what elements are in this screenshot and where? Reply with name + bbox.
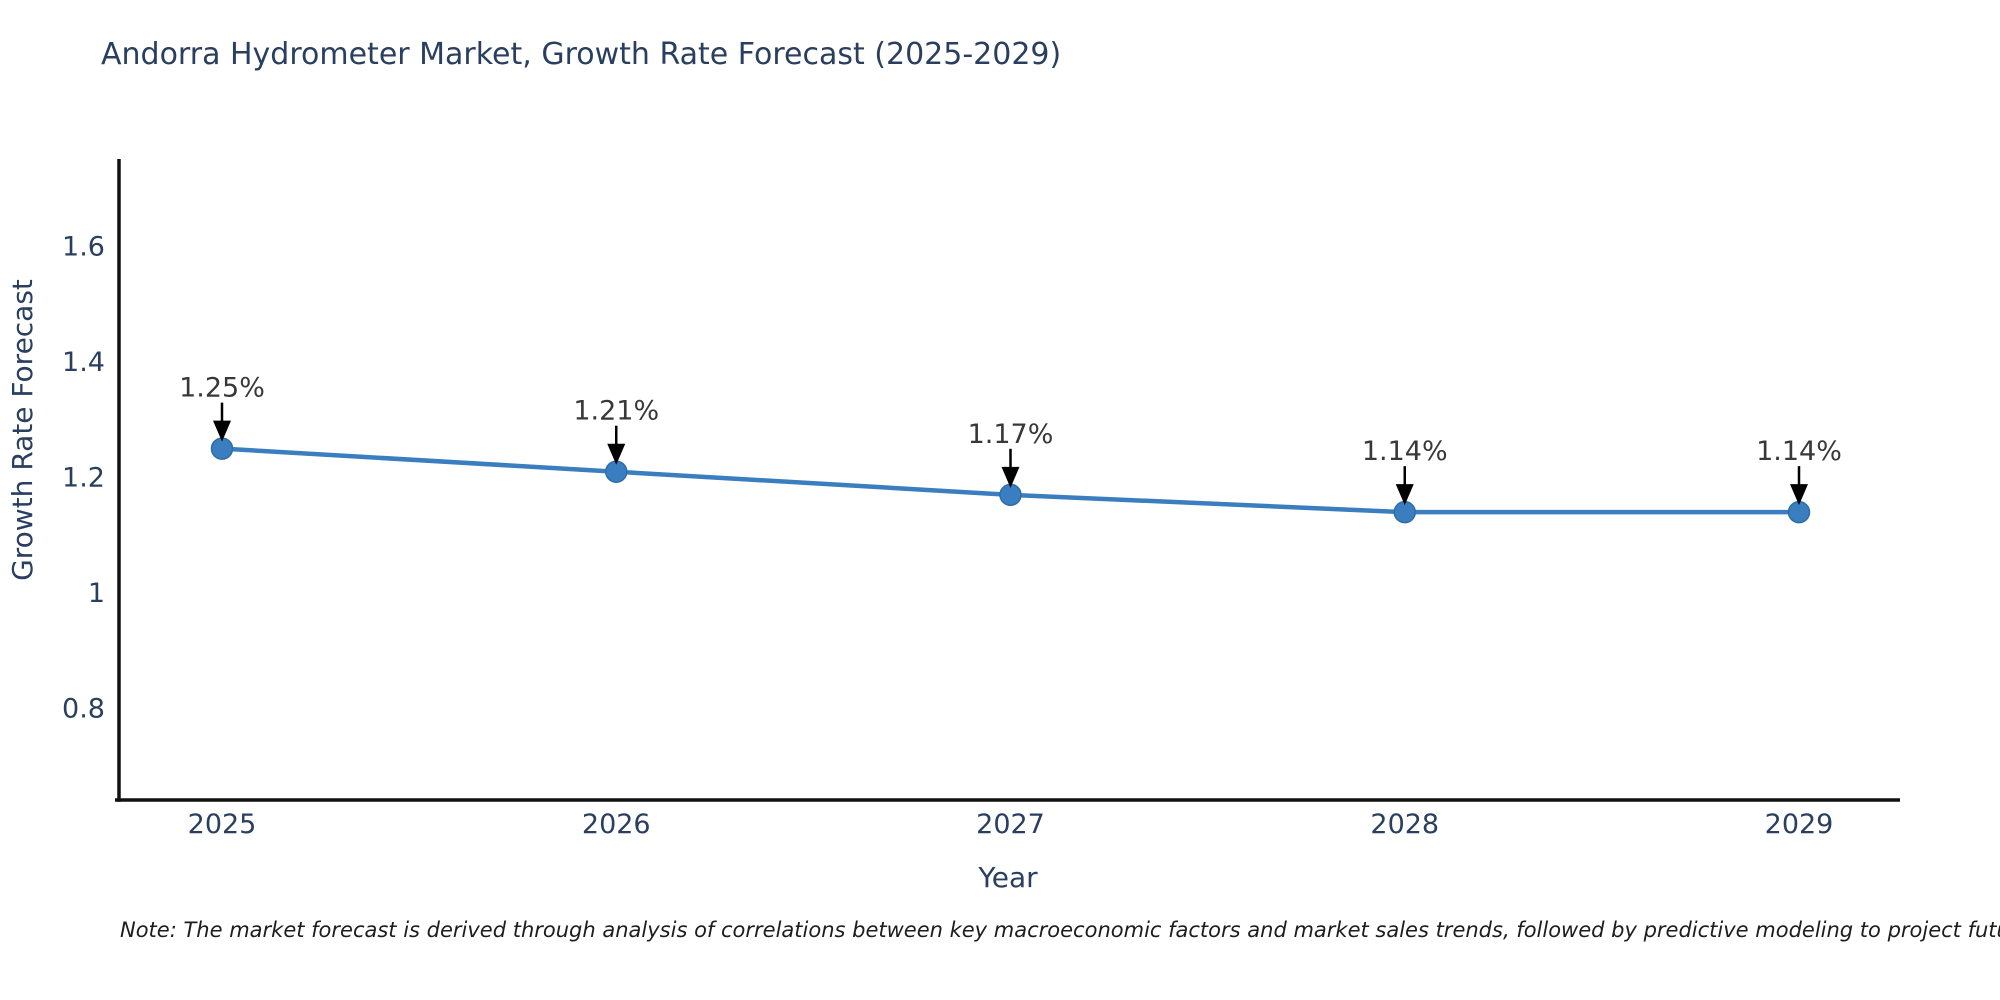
data-point-label: 1.25% bbox=[179, 373, 265, 404]
y-tick-label: 1.6 bbox=[62, 232, 105, 263]
x-axis-title: Year bbox=[977, 861, 1038, 894]
data-point-label: 1.17% bbox=[968, 419, 1054, 450]
footnote: Note: The market forecast is derived thr… bbox=[120, 918, 2000, 942]
data-point-label: 1.14% bbox=[1362, 436, 1448, 467]
y-tick-label: 1 bbox=[88, 578, 105, 609]
annotation-arrowhead bbox=[213, 420, 231, 442]
x-tick-label: 2026 bbox=[582, 809, 651, 840]
annotation-arrowhead bbox=[607, 443, 626, 465]
y-tick-label: 0.8 bbox=[62, 694, 105, 725]
x-tick-label: 2027 bbox=[976, 809, 1045, 840]
y-tick-label: 1.4 bbox=[62, 347, 105, 378]
data-point-label: 1.21% bbox=[573, 396, 659, 427]
data-point-label: 1.14% bbox=[1756, 436, 1842, 467]
annotation-arrowhead bbox=[1001, 466, 1020, 488]
x-tick-label: 2025 bbox=[188, 809, 257, 840]
chart-title: Andorra Hydrometer Market, Growth Rate F… bbox=[101, 37, 1062, 72]
annotation-arrowhead bbox=[1395, 484, 1414, 506]
y-axis-title: Growth Rate Forecast bbox=[6, 279, 39, 581]
annotation-arrowhead bbox=[1790, 484, 1808, 506]
x-tick-label: 2028 bbox=[1370, 809, 1439, 840]
x-tick-label: 2029 bbox=[1765, 809, 1834, 840]
y-tick-label: 1.2 bbox=[62, 463, 105, 494]
